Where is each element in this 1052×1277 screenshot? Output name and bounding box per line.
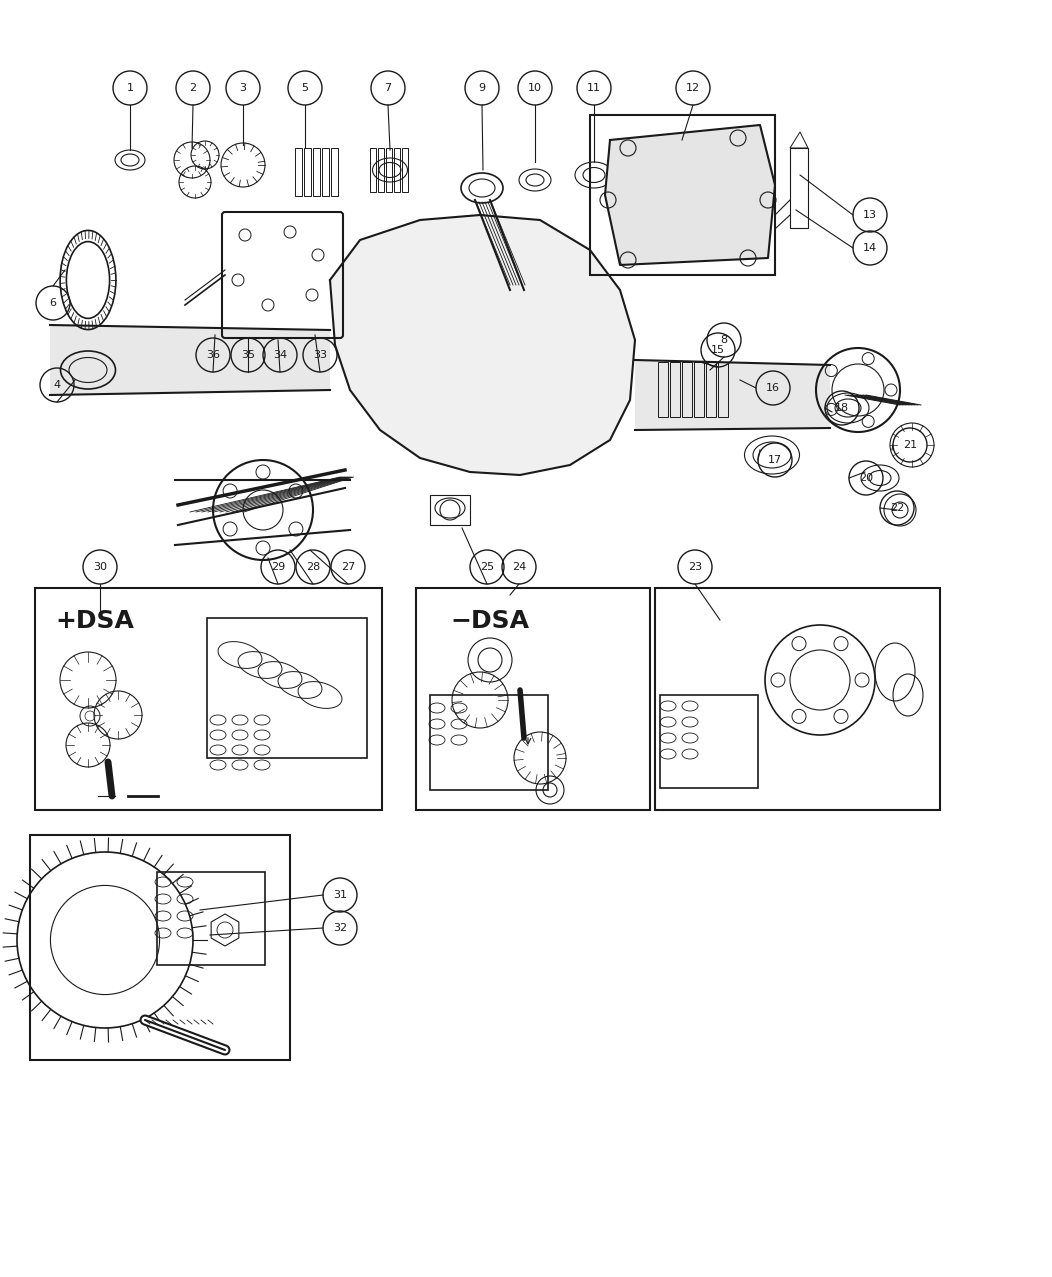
Text: 14: 14: [863, 243, 877, 253]
Bar: [394, 148, 400, 192]
Bar: [706, 361, 716, 418]
Text: 1: 1: [126, 83, 134, 93]
Text: 6: 6: [49, 298, 57, 308]
Polygon shape: [330, 215, 635, 475]
Bar: [719, 361, 728, 418]
Text: 34: 34: [272, 350, 287, 360]
Text: 3: 3: [240, 83, 246, 93]
Bar: [313, 148, 320, 195]
Polygon shape: [635, 360, 830, 430]
Text: 20: 20: [858, 472, 873, 483]
Bar: [207, 618, 367, 759]
Bar: [790, 148, 808, 229]
Bar: [378, 148, 384, 192]
Bar: [31, 835, 290, 1060]
Text: 35: 35: [241, 350, 255, 360]
Text: 4: 4: [54, 381, 61, 389]
Text: 22: 22: [890, 503, 904, 513]
Text: 13: 13: [863, 209, 877, 220]
Bar: [430, 495, 470, 525]
Text: 24: 24: [512, 562, 526, 572]
Bar: [416, 587, 650, 810]
Text: 21: 21: [903, 441, 917, 450]
Bar: [386, 148, 392, 192]
Text: 8: 8: [721, 335, 728, 345]
Text: 15: 15: [711, 345, 725, 355]
Text: 36: 36: [206, 350, 220, 360]
Text: 2: 2: [189, 83, 197, 93]
Bar: [370, 148, 376, 192]
Text: 5: 5: [302, 83, 308, 93]
Text: 31: 31: [333, 890, 347, 900]
Bar: [35, 587, 382, 810]
Bar: [655, 587, 940, 810]
Text: 16: 16: [766, 383, 780, 393]
Bar: [295, 148, 302, 195]
Text: 11: 11: [587, 83, 601, 93]
Text: 30: 30: [93, 562, 107, 572]
Bar: [660, 695, 758, 788]
Bar: [331, 148, 338, 195]
Text: 12: 12: [686, 83, 700, 93]
Polygon shape: [605, 125, 775, 266]
Bar: [430, 695, 548, 790]
Bar: [694, 361, 704, 418]
Bar: [402, 148, 408, 192]
Bar: [304, 148, 311, 195]
Text: −DSA: −DSA: [450, 609, 529, 633]
Bar: [658, 361, 668, 418]
Text: 17: 17: [768, 455, 782, 465]
Text: +DSA: +DSA: [55, 609, 134, 633]
Text: 32: 32: [332, 923, 347, 933]
Polygon shape: [50, 326, 330, 395]
Bar: [322, 148, 329, 195]
Text: 33: 33: [313, 350, 327, 360]
Text: 18: 18: [835, 404, 849, 412]
Bar: [590, 115, 775, 275]
Text: 27: 27: [341, 562, 356, 572]
Text: 7: 7: [384, 83, 391, 93]
Bar: [682, 361, 692, 418]
Text: 28: 28: [306, 562, 320, 572]
Bar: [670, 361, 680, 418]
Text: 10: 10: [528, 83, 542, 93]
Text: 23: 23: [688, 562, 702, 572]
Text: 25: 25: [480, 562, 494, 572]
Text: 9: 9: [479, 83, 486, 93]
Text: 29: 29: [270, 562, 285, 572]
Bar: [157, 872, 265, 965]
